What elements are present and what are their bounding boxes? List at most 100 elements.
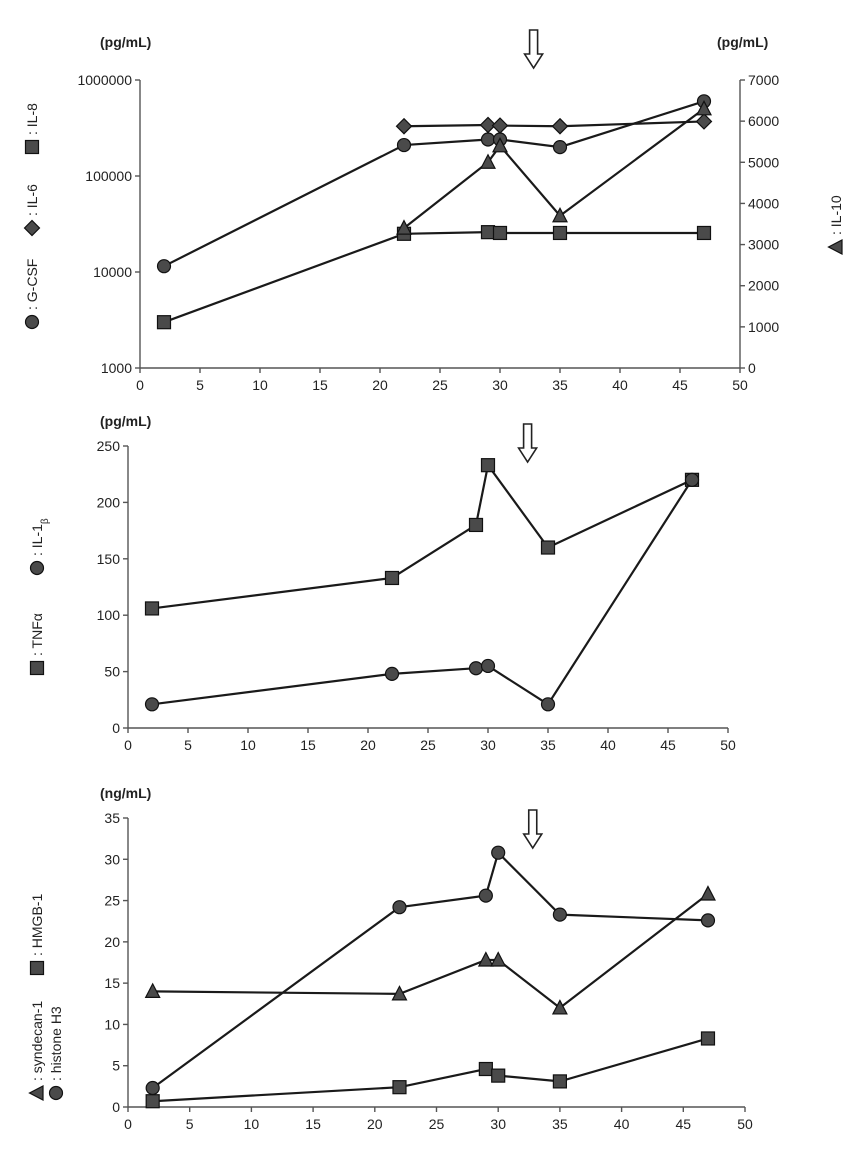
legend-entry: : IL-1β — [29, 518, 51, 576]
data-point-square — [156, 315, 172, 330]
data-point-circle — [144, 697, 160, 712]
y-tick-label: 100 — [97, 607, 121, 623]
series-line-circle — [152, 850, 709, 1089]
x-tick-label: 45 — [672, 377, 688, 393]
legend-symbol-triangle — [28, 1085, 44, 1101]
y-tick-label: 35 — [104, 810, 120, 826]
legend-symbol-circle — [29, 560, 45, 576]
chart-panel-top: 0 5 10 15 20 25 30 35 40 45 5010001000010000010000… — [77, 29, 779, 393]
chart-panel-bottom: 0 5 10 15 20 25 30 35 40 45 50 0 5 10 15 20 25 30 35 (ng/mL… — [100, 785, 753, 1132]
x-tick-label: 5 — [186, 1116, 194, 1132]
y-tick-label: 15 — [104, 975, 120, 991]
x-tick-label: 10 — [252, 377, 268, 393]
right-y-tick-label: 1000 — [748, 319, 779, 335]
legend-label: : histone H3 — [48, 1006, 64, 1081]
data-point-square — [696, 225, 712, 241]
x-tick-label: 15 — [300, 737, 316, 753]
legend-label-subscript: β — [40, 518, 51, 524]
x-tick-label: 30 — [490, 1116, 506, 1132]
y-tick-label: 1000 — [101, 360, 132, 376]
y-tick-label: 200 — [97, 494, 121, 510]
legend-symbol-diamond — [23, 219, 41, 237]
data-point-circle — [480, 132, 496, 147]
legend-label: : TNFα — [29, 613, 45, 656]
series-line-square — [163, 231, 704, 324]
legend-label: : IL-8 — [24, 103, 40, 135]
y-tick-label: 0 — [112, 720, 120, 736]
x-tick-label: 40 — [600, 737, 616, 753]
legend-label: : G-CSF — [24, 259, 40, 310]
data-point-circle — [552, 907, 568, 922]
y-tick-label: 25 — [104, 893, 120, 909]
data-point-circle — [491, 845, 506, 860]
legend-entry: : HMGB-1 — [29, 894, 45, 976]
data-point-square — [144, 601, 160, 616]
data-point-triangle — [552, 206, 568, 223]
event-arrow-icon — [517, 423, 539, 464]
data-point-circle — [480, 658, 496, 674]
y-unit-label-right: (pg/mL) — [717, 34, 768, 50]
legend-entry: : G-CSF — [24, 259, 40, 330]
legend-symbol-square — [29, 660, 45, 676]
data-point-circle — [392, 900, 407, 915]
series-line-triangle — [152, 893, 709, 1010]
right-y-tick-label: 0 — [748, 360, 756, 376]
legend-label: : IL-10 — [828, 195, 844, 235]
data-point-circle — [145, 1080, 160, 1096]
right-y-tick-label: 4000 — [748, 195, 779, 211]
right-y-tick-label: 2000 — [748, 278, 779, 294]
y-tick-label: 10 — [104, 1016, 120, 1032]
data-point-square — [480, 225, 496, 240]
data-point-triangle — [477, 951, 494, 967]
x-tick-label: 20 — [367, 1116, 383, 1132]
data-point-circle — [396, 137, 412, 153]
right-y-tick-label: 3000 — [748, 237, 779, 253]
x-tick-label: 0 — [124, 737, 132, 753]
legend-entry: : IL-10 — [827, 195, 844, 255]
x-tick-label: 30 — [480, 737, 496, 753]
data-point-square — [552, 225, 568, 241]
data-point-square — [552, 1074, 568, 1089]
series-line-circle — [151, 479, 693, 706]
data-point-square — [468, 517, 484, 533]
data-point-triangle — [492, 137, 508, 153]
right-y-tick-label: 7000 — [748, 72, 779, 88]
x-tick-label: 35 — [540, 737, 556, 753]
x-tick-label: 0 — [124, 1116, 132, 1132]
x-tick-label: 35 — [552, 1116, 568, 1132]
data-point-circle — [478, 888, 493, 903]
legend-label: : IL-6 — [24, 184, 40, 216]
data-point-triangle — [391, 985, 408, 1001]
data-point-diamond — [491, 117, 509, 134]
data-point-triangle — [480, 153, 496, 169]
x-tick-label: 15 — [305, 1116, 321, 1132]
legend-label-text: : IL-8 — [24, 103, 40, 135]
data-point-square — [392, 1080, 407, 1095]
x-tick-label: 40 — [612, 377, 628, 393]
x-tick-label: 25 — [432, 377, 448, 393]
data-point-diamond — [395, 117, 413, 135]
y-tick-label: 100000 — [85, 168, 132, 184]
x-tick-label: 15 — [312, 377, 328, 393]
legend-symbol-triangle — [827, 239, 843, 255]
legend-entry: : IL-8 — [24, 103, 40, 155]
legend-label: : IL-1β — [29, 518, 51, 556]
data-point-square — [492, 225, 508, 241]
data-point-triangle — [396, 219, 412, 235]
data-point-square — [700, 1031, 716, 1046]
data-point-circle — [700, 913, 716, 928]
right-y-tick-label: 6000 — [748, 113, 779, 129]
data-point-circle — [684, 472, 700, 487]
x-tick-label: 5 — [196, 377, 204, 393]
y-tick-label: 5 — [112, 1058, 120, 1074]
event-arrow-icon — [522, 809, 544, 850]
legend-entry: : TNFα — [29, 613, 45, 676]
y-tick-label: 250 — [97, 438, 121, 454]
y-tick-label: 20 — [104, 934, 120, 950]
data-point-triangle — [696, 99, 712, 116]
y-tick-label: 50 — [104, 664, 120, 680]
data-point-circle — [156, 259, 172, 274]
data-point-circle — [540, 697, 556, 712]
x-tick-label: 50 — [732, 377, 748, 393]
